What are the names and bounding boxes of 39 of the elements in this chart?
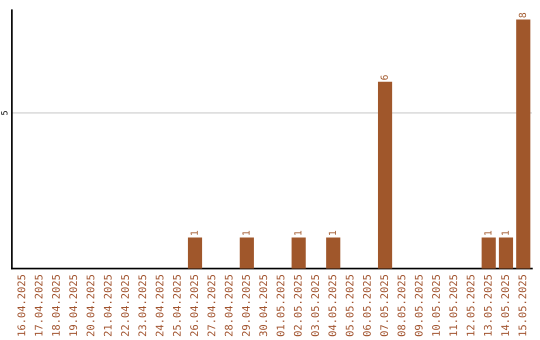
x-tick-label: 18.04.2025 — [52, 274, 60, 336]
x-tick-label: 07.05.2025 — [380, 274, 388, 336]
x-tick-label: 10.05.2025 — [432, 274, 440, 336]
x-tick-label: 28.04.2025 — [224, 274, 233, 336]
x-tick-label: 11.05.2025 — [449, 274, 458, 336]
data-label: 6 — [380, 75, 388, 80]
x-tick-label: 13.05.2025 — [484, 274, 492, 336]
x-tick-label: 30.04.2025 — [259, 274, 268, 336]
x-tick-label: 01.05.2025 — [276, 274, 284, 336]
data-label: 1 — [294, 230, 302, 235]
x-tick-label: 08.05.2025 — [398, 274, 406, 336]
x-tick-label: 23.04.2025 — [138, 274, 146, 336]
x-tick-label: 16.04.2025 — [17, 274, 26, 336]
x-tick-label: 22.04.2025 — [121, 274, 129, 336]
x-tick-label: 03.05.2025 — [311, 274, 319, 336]
data-label: 1 — [484, 230, 492, 235]
data-label: 1 — [190, 230, 198, 235]
x-tick-label: 14.05.2025 — [501, 274, 510, 336]
x-tick-label: 29.04.2025 — [242, 274, 250, 336]
x-tick-label: 05.05.2025 — [346, 274, 354, 336]
x-tick-label: 02.05.2025 — [294, 274, 302, 336]
x-tick-label: 26.04.2025 — [190, 274, 198, 336]
x-tick-label: 15.05.2025 — [518, 274, 526, 336]
x-tick-label: 20.04.2025 — [86, 274, 94, 336]
data-label: 1 — [502, 230, 509, 235]
data-label: 1 — [328, 230, 336, 235]
y-tick-label: 5 — [1, 111, 8, 115]
x-tick-label: 17.04.2025 — [34, 274, 43, 336]
x-tick-label: 12.05.2025 — [466, 274, 474, 336]
x-tick-label: 27.04.2025 — [207, 274, 216, 336]
x-tick-label: 21.04.2025 — [104, 274, 112, 336]
x-tick-label: 25.04.2025 — [172, 274, 181, 336]
x-tick-label: 06.05.2025 — [362, 274, 371, 336]
x-tick-label: 19.04.2025 — [69, 274, 78, 336]
x-tick-label: 09.05.2025 — [414, 274, 423, 336]
data-label: 1 — [242, 230, 250, 235]
x-tick-label: 24.04.2025 — [156, 274, 164, 336]
x-tick-label: 04.05.2025 — [328, 274, 336, 336]
data-label: 8 — [518, 12, 526, 18]
